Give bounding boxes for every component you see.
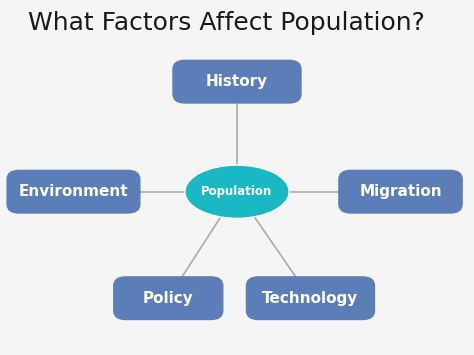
- FancyBboxPatch shape: [114, 277, 223, 320]
- Ellipse shape: [185, 165, 289, 218]
- Text: Population: Population: [201, 185, 273, 198]
- FancyBboxPatch shape: [339, 170, 462, 213]
- Text: Environment: Environment: [18, 184, 128, 199]
- Text: Policy: Policy: [143, 291, 194, 306]
- FancyBboxPatch shape: [7, 170, 140, 213]
- Text: History: History: [206, 74, 268, 89]
- Text: What Factors Affect Population?: What Factors Affect Population?: [28, 11, 425, 35]
- Text: Technology: Technology: [262, 291, 359, 306]
- Text: Migration: Migration: [359, 184, 442, 199]
- FancyBboxPatch shape: [173, 60, 301, 103]
- FancyBboxPatch shape: [246, 277, 374, 320]
